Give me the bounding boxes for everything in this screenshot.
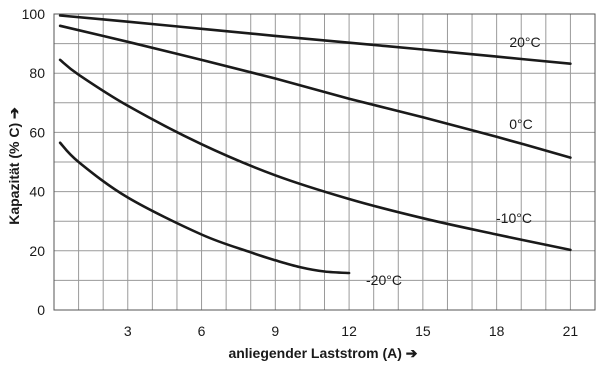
x-tick-label: 12 xyxy=(341,323,357,339)
y-tick-label: 60 xyxy=(29,124,45,140)
series-label: 20°C xyxy=(509,34,540,50)
y-axis-title: Kapazität (% C) ➔ xyxy=(6,107,22,225)
series-label: -20°C xyxy=(366,272,402,288)
series-line xyxy=(58,14,572,65)
y-tick-label: 40 xyxy=(29,184,45,200)
x-tick-label: 18 xyxy=(489,323,505,339)
x-tick-labels: 3 6 9 12 15 18 21 xyxy=(124,323,579,339)
y-tick-label: 80 xyxy=(29,65,45,81)
series: 20°C 0°C -10°C -20°C xyxy=(58,14,572,288)
series-label: 0°C xyxy=(509,116,533,132)
y-tick-labels: 0 20 40 60 80 100 xyxy=(22,6,46,318)
plot-frame xyxy=(53,13,596,311)
x-tick-label: 15 xyxy=(415,323,431,339)
y-tick-label: 100 xyxy=(22,6,46,22)
y-tick-label: 0 xyxy=(37,302,45,318)
series-line xyxy=(58,24,572,159)
x-axis-title: anliegender Laststrom (A) ➔ xyxy=(228,345,417,361)
series-line xyxy=(58,58,572,252)
series-line xyxy=(58,141,351,275)
y-tick-label: 20 xyxy=(29,243,45,259)
x-tick-label: 3 xyxy=(124,323,132,339)
series-label: -10°C xyxy=(496,210,532,226)
x-tick-label: 6 xyxy=(198,323,206,339)
x-tick-label: 21 xyxy=(563,323,579,339)
x-tick-label: 9 xyxy=(271,323,279,339)
